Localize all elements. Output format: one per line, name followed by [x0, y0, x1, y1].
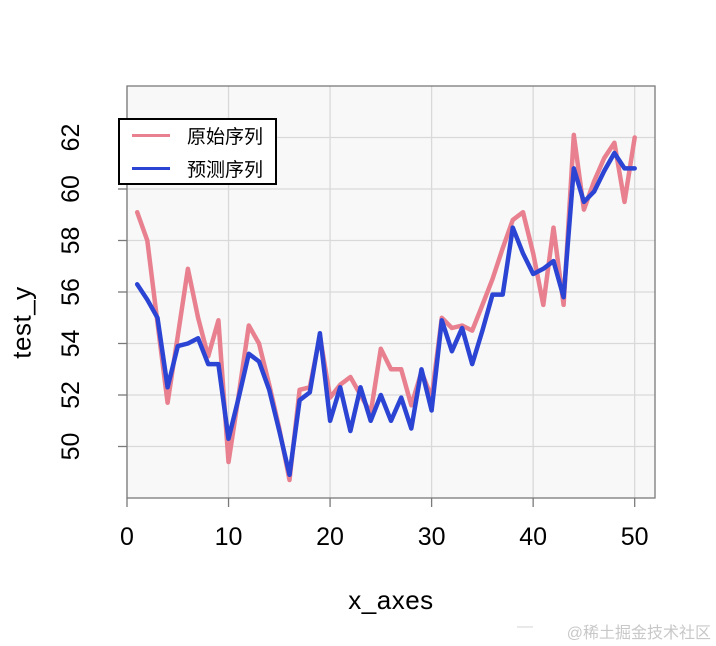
x-tick-label: 40	[519, 523, 547, 551]
y-tick-label: 50	[57, 433, 85, 461]
legend-box: 原始序列 预测序列	[118, 118, 277, 185]
watermark-dash: —	[517, 618, 533, 635]
x-tick-label: 30	[418, 523, 446, 551]
x-tick-label: 0	[120, 523, 134, 551]
x-tick-label: 10	[215, 523, 243, 551]
legend-line-sample-predicted	[132, 166, 170, 170]
y-tick-label: 62	[57, 124, 85, 152]
legend-item-predicted: 预测序列	[120, 155, 275, 182]
y-tick-label: 58	[57, 227, 85, 255]
x-axis-title: x_axes	[348, 585, 434, 615]
x-tick-label: 50	[621, 523, 649, 551]
y-tick-label: 60	[57, 175, 85, 203]
legend-label-original: 原始序列	[187, 126, 264, 148]
series-line-0	[134, 132, 637, 483]
series-line-1	[134, 150, 637, 478]
y-tick-label: 56	[57, 278, 85, 306]
x-tick-label: 20	[316, 523, 344, 551]
y-tick-label: 52	[57, 381, 85, 409]
legend-line-sample-original	[132, 133, 170, 137]
legend-item-original: 原始序列	[120, 122, 275, 149]
y-tick-label: 54	[57, 330, 85, 358]
legend-label-predicted: 预测序列	[187, 159, 264, 181]
watermark-text: @稀土掘金技术社区	[566, 625, 711, 642]
y-axis-title: test_y	[6, 286, 37, 359]
